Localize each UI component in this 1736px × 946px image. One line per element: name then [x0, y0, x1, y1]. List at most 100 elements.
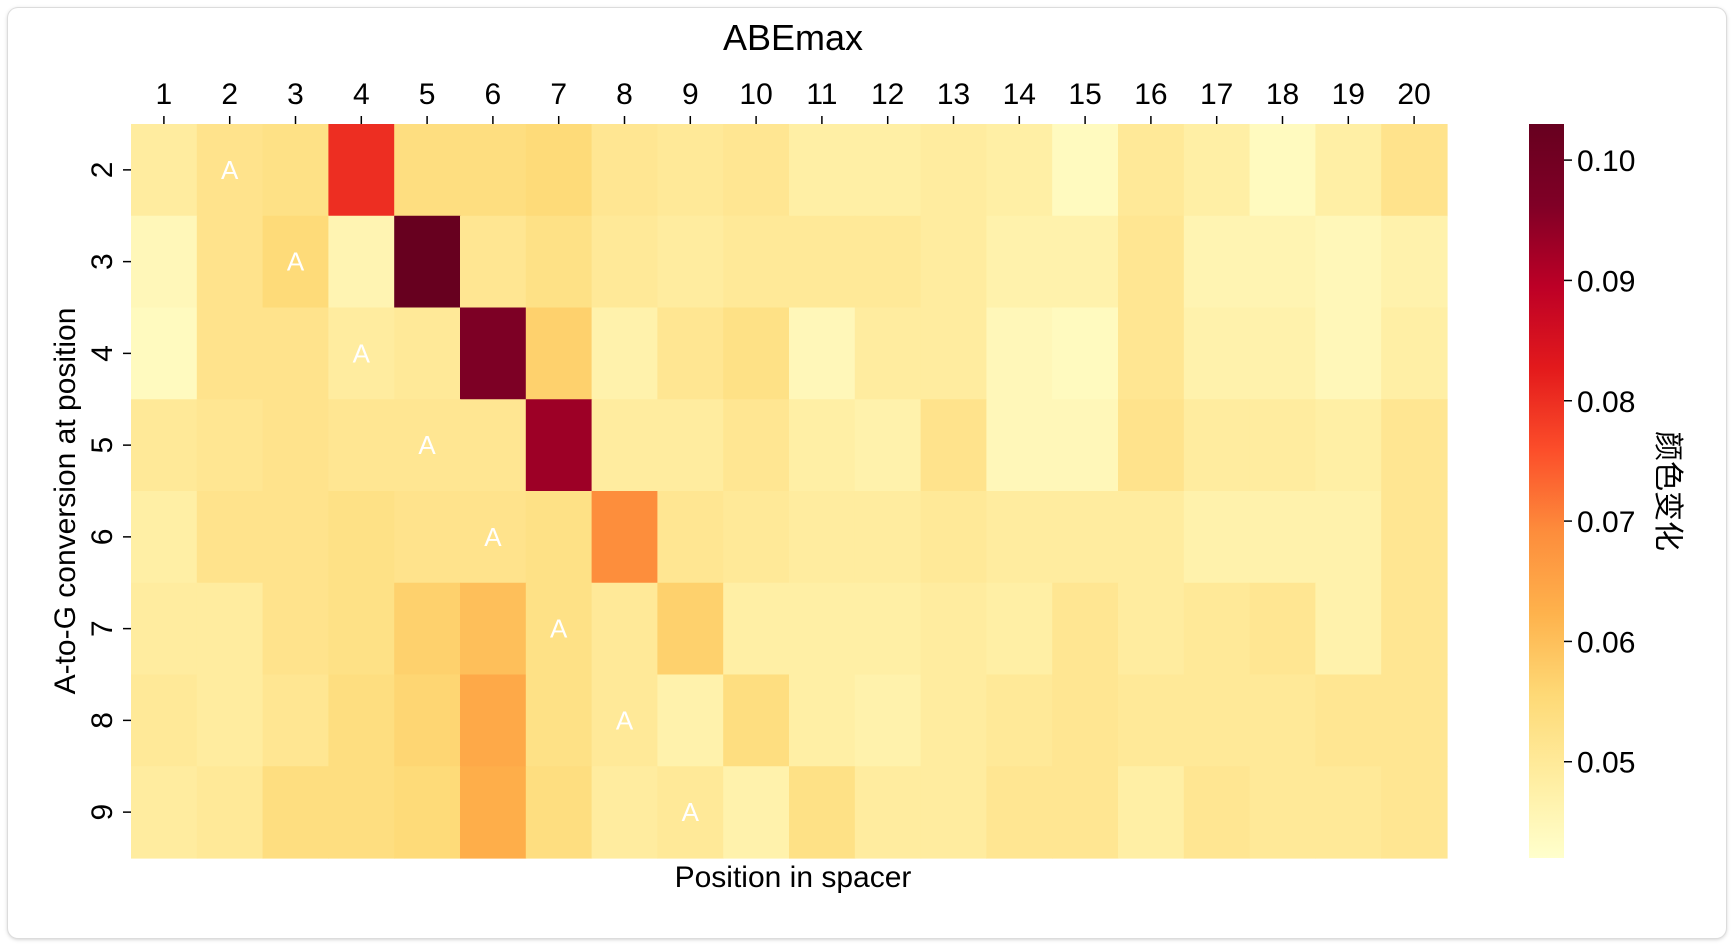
cell-annotation: A [287, 247, 305, 277]
colorbar-ticks: 0.05 0.06 0.07 0.08 0.09 0.10 [1564, 145, 1635, 780]
heatmap-cell [986, 582, 1053, 676]
cell-annotation: A [484, 522, 502, 552]
heatmap-cell [854, 124, 922, 217]
heatmap-cell [196, 399, 264, 492]
heatmap-cell [262, 307, 329, 400]
heatmap-cell [1183, 491, 1251, 584]
y-axis-label: A-to-G conversion at position [49, 308, 82, 695]
colorbar-tick-label: 0.05 [1577, 747, 1635, 780]
heatmap-cell [394, 124, 461, 217]
heatmap-cell [1052, 215, 1119, 309]
x-tick-label: 6 [485, 78, 502, 111]
heatmap-cell [1118, 674, 1185, 767]
heatmap-cell [854, 674, 922, 767]
x-tick-label: 15 [1068, 78, 1101, 111]
heatmap-cell [460, 766, 527, 859]
heatmap-cell [196, 491, 264, 584]
heatmap-cell [1315, 582, 1382, 676]
heatmap-cell [1249, 399, 1316, 492]
heatmap-cell [328, 674, 395, 767]
y-tick-label: 4 [86, 345, 119, 362]
heatmap-cell [525, 766, 593, 859]
y-tick-label: 7 [86, 620, 119, 637]
heatmap-cell [1381, 215, 1448, 309]
x-tick-label: 19 [1332, 78, 1365, 111]
heatmap-cell [657, 307, 724, 400]
heatmap-cell [328, 124, 395, 217]
colorbar-tick-label: 0.07 [1577, 506, 1635, 539]
y-tick-label: 5 [86, 437, 119, 454]
heatmap-cell [854, 215, 922, 309]
heatmap-cell [328, 215, 395, 309]
x-tick-label: 12 [871, 78, 904, 111]
heatmap-cell [1052, 124, 1119, 217]
heatmap-cell [1381, 766, 1448, 859]
heatmap-cell [394, 307, 461, 400]
heatmap-cell [1052, 582, 1119, 676]
heatmap-cell [262, 399, 329, 492]
x-tick-label: 3 [287, 78, 304, 111]
heatmap-cell [262, 124, 329, 217]
heatmap-cell [854, 399, 922, 492]
heatmap-cell [196, 674, 264, 767]
heatmap-cell [1052, 307, 1119, 400]
heatmap-cells [131, 124, 1448, 859]
x-axis-label: Position in spacer [675, 861, 912, 894]
heatmap-cell [525, 674, 593, 767]
heatmap-cell [1315, 307, 1382, 400]
heatmap-cell [591, 124, 658, 217]
x-tick-label: 13 [937, 78, 970, 111]
heatmap-cell [1315, 674, 1382, 767]
heatmap-cell [1052, 766, 1119, 859]
heatmap-cell [131, 766, 198, 859]
heatmap-cell [1315, 399, 1382, 492]
heatmap-cell [723, 215, 790, 309]
heatmap-cell [1249, 491, 1316, 584]
heatmap-cell [854, 491, 922, 584]
heatmap-cell [591, 674, 658, 767]
heatmap-cell [789, 399, 856, 492]
colorbar-tick-label: 0.08 [1577, 386, 1635, 419]
heatmap-cell [525, 399, 593, 492]
heatmap-cell [657, 215, 724, 309]
heatmap-cell [196, 215, 264, 309]
heatmap-cell [986, 124, 1053, 217]
heatmap-cell [460, 307, 527, 400]
x-tick-label: 2 [221, 78, 238, 111]
heatmap-cell [196, 582, 264, 676]
heatmap-cell [723, 491, 790, 584]
heatmap-cell [1381, 491, 1448, 584]
heatmap-cell [920, 674, 987, 767]
cell-annotation: A [616, 705, 634, 735]
heatmap-cell [723, 582, 790, 676]
heatmap-cell [131, 307, 198, 400]
heatmap-cell [591, 582, 658, 676]
x-tick-label: 1 [156, 78, 173, 111]
heatmap-cell [328, 399, 395, 492]
x-tick-label: 18 [1266, 78, 1299, 111]
heatmap-cell [525, 215, 593, 309]
heatmap-cell [657, 491, 724, 584]
heatmap-cell [131, 582, 198, 676]
heatmap-cell [986, 766, 1053, 859]
heatmap-cell [525, 307, 593, 400]
heatmap-cell [525, 582, 593, 676]
heatmap-cell [986, 307, 1053, 400]
heatmap-cell [1183, 124, 1251, 217]
heatmap-chart: ABEmax 1 2 3 4 5 6 7 8 9 10 11 12 13 14 15 16 17 18 19 20 2… [49, 17, 1684, 894]
cell-annotation: A [550, 614, 568, 644]
heatmap-cell [723, 399, 790, 492]
cell-annotation: A [221, 155, 239, 185]
heatmap-cell [1381, 674, 1448, 767]
heatmap-cell [1052, 491, 1119, 584]
heatmap-cell [986, 491, 1053, 584]
x-tick-label: 14 [1003, 78, 1036, 111]
heatmap-cell [591, 399, 658, 492]
cell-annotation: A [418, 430, 436, 460]
heatmap-cell [1381, 582, 1448, 676]
heatmap-cell [460, 491, 527, 584]
heatmap-cell [920, 307, 987, 400]
x-tick-label: 7 [550, 78, 567, 111]
heatmap-cell [920, 766, 987, 859]
heatmap-cell [1249, 307, 1316, 400]
